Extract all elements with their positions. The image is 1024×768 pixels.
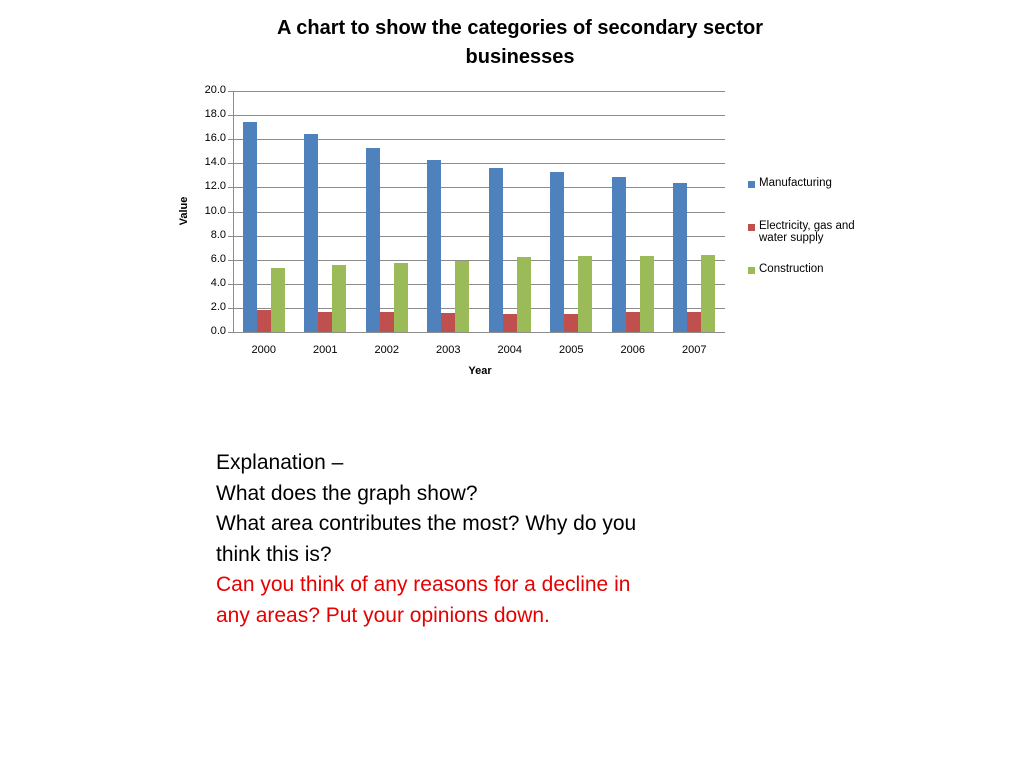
bar-construction-2000 [270, 268, 285, 332]
chart-title-line-2: businesses [465, 46, 575, 68]
legend-label-manufacturing: Manufacturing [759, 177, 832, 189]
y-tick-mark [228, 91, 233, 92]
y-axis-label: Value [178, 196, 190, 226]
y-tick-label: 4.0 [210, 276, 226, 289]
bar-electricity-2001 [318, 311, 333, 332]
y-tick-mark [228, 115, 233, 117]
legend-swatch-electricity [748, 224, 755, 231]
bar-construction-2006 [639, 256, 654, 332]
explanation-text: Explanation – What does the graph show? … [216, 448, 716, 631]
gridline [233, 91, 725, 92]
bar-electricity-2004 [502, 313, 517, 332]
gridline [233, 139, 725, 140]
y-tick-mark [228, 235, 233, 237]
gridline [233, 308, 725, 309]
bar-construction-2004 [516, 257, 531, 332]
y-tick-label: 6.0 [210, 252, 226, 265]
x-tick-label: 2005 [559, 344, 584, 356]
y-tick-label: 0.0 [210, 325, 226, 337]
legend-label-electricity-line-1: Electricity, gas and [759, 220, 855, 232]
bar-manufacturing-2004 [488, 168, 503, 332]
bar-electricity-2002 [379, 311, 394, 332]
bar-construction-2007 [701, 254, 716, 332]
bar-manufacturing-2002 [365, 147, 380, 332]
gridline [233, 236, 725, 237]
x-tick-label: 2003 [436, 344, 461, 356]
y-tick-mark [228, 259, 233, 261]
gridline [233, 260, 725, 261]
x-axis-label: Year [468, 365, 492, 377]
y-tick-mark [228, 139, 233, 141]
legend-swatch-manufacturing [748, 181, 755, 188]
legend-swatch-construction [748, 267, 755, 274]
bar-construction-2003 [455, 260, 470, 332]
gridline [233, 115, 725, 116]
gridline [233, 187, 725, 188]
bar-construction-2002 [393, 263, 408, 332]
y-tick-label: 12.0 [204, 180, 226, 193]
y-axis-line [233, 91, 234, 332]
legend-label-electricity: Electricity, gas and water supply [759, 220, 855, 244]
question-2-line-2: think this is? [216, 542, 332, 566]
bar-electricity-2005 [564, 313, 579, 332]
legend-label-construction: Construction [759, 263, 824, 275]
chart-title: A chart to show the categories of second… [230, 14, 810, 72]
gridline [233, 212, 725, 213]
legend-item-manufacturing: Manufacturing [748, 177, 832, 189]
y-tick-mark [228, 307, 233, 309]
bar-construction-2005 [578, 256, 593, 332]
question-3-line-2: any areas? Put your opinions down. [216, 603, 550, 627]
legend-item-construction: Construction [748, 263, 824, 275]
bar-electricity-2003 [441, 312, 456, 332]
y-tick-label: 2.0 [210, 300, 226, 313]
gridline [233, 284, 725, 285]
y-tick-label: 10.0 [204, 204, 226, 217]
bar-electricity-2006 [625, 311, 640, 332]
bar-construction-2001 [332, 264, 347, 332]
x-tick-label: 2001 [313, 344, 338, 356]
y-tick-mark [228, 187, 233, 189]
legend-label-electricity-line-2: water supply [759, 232, 824, 244]
x-tick-label: 2007 [682, 344, 707, 356]
y-tick-label: 18.0 [204, 108, 226, 121]
bar-electricity-2007 [687, 311, 702, 332]
question-3-line-1: Can you think of any reasons for a decli… [216, 573, 631, 596]
y-tick-label: 16.0 [204, 132, 226, 145]
bar-manufacturing-2001 [304, 134, 319, 332]
y-tick-label: 14.0 [204, 156, 226, 169]
bar-manufacturing-2003 [427, 159, 442, 332]
chart-title-line-1: A chart to show the categories of second… [276, 17, 764, 39]
explanation-heading: Explanation – [216, 451, 344, 474]
legend-item-electricity: Electricity, gas and water supply [748, 220, 855, 244]
x-tick-label: 2006 [620, 344, 645, 356]
bar-manufacturing-2000 [242, 122, 257, 332]
y-tick-mark [228, 283, 233, 285]
y-tick-mark [228, 332, 233, 333]
y-tick-mark [228, 163, 233, 165]
bar-manufacturing-2006 [611, 176, 626, 332]
y-tick-label: 20.0 [204, 84, 226, 96]
y-tick-mark [228, 211, 233, 213]
bar-manufacturing-2007 [673, 182, 688, 332]
bar-manufacturing-2005 [550, 171, 565, 332]
y-tick-label: 8.0 [210, 228, 226, 241]
x-tick-label: 2004 [497, 344, 522, 356]
question-2-line-1: What area contributes the most? Why do y… [216, 512, 637, 535]
x-tick-label: 2002 [374, 344, 399, 356]
bar-electricity-2000 [256, 310, 271, 332]
gridline [233, 332, 725, 333]
plot-area [233, 91, 725, 333]
x-tick-label: 2000 [251, 344, 276, 356]
question-1: What does the graph show? [216, 481, 478, 505]
gridline [233, 163, 725, 164]
